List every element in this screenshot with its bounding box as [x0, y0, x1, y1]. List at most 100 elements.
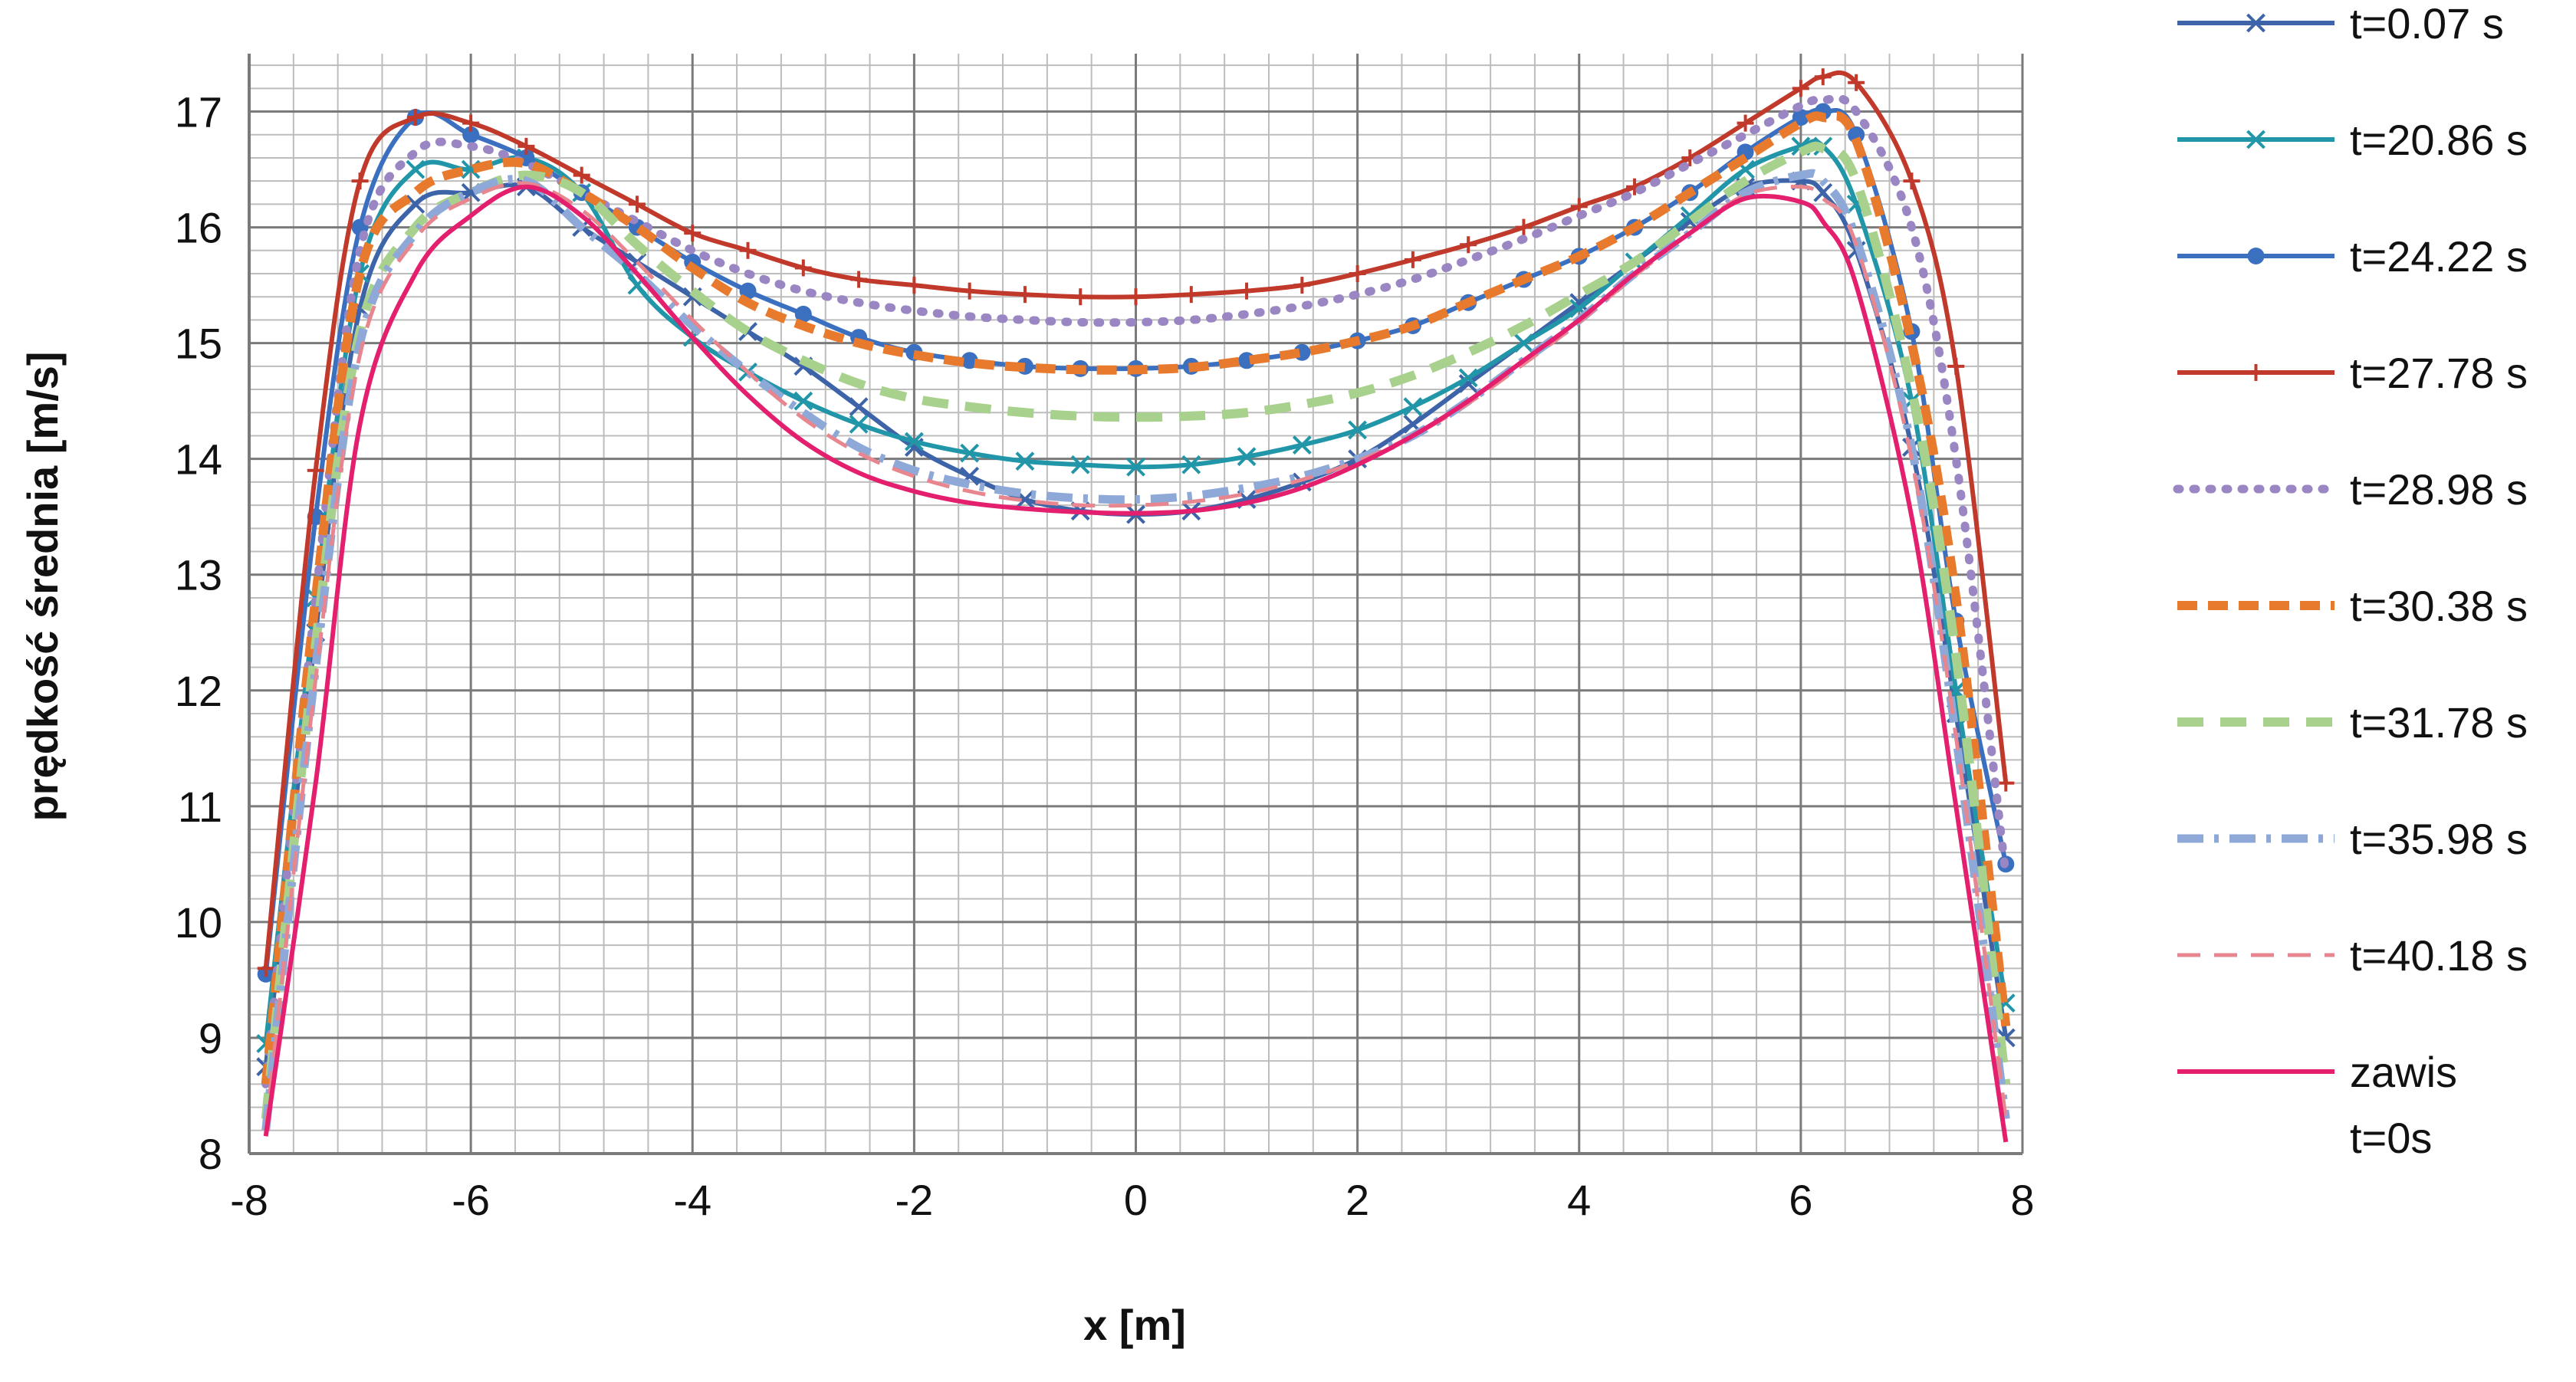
- data-point: [794, 305, 812, 323]
- legend-label: t=31.78 s: [2350, 698, 2528, 747]
- data-point: [849, 414, 869, 434]
- x-tick-label: 0: [1124, 1176, 1148, 1224]
- x-tick-label: -2: [895, 1176, 933, 1224]
- y-tick-label: 13: [175, 551, 222, 599]
- x-tick-labels: -8 -6 -4 -2 0 2 4 6 8: [230, 1176, 2034, 1224]
- legend-label: zawis t=0s: [2350, 1048, 2457, 1162]
- data-point: [1903, 172, 1921, 190]
- y-tick-label: 11: [178, 783, 222, 831]
- y-tick-labels: 8 9 10 11 12 13 14 15 16 17: [175, 88, 222, 1178]
- data-point: [518, 137, 535, 155]
- legend-item: t=20.86 s: [2177, 116, 2528, 164]
- data-point: [307, 461, 324, 479]
- legend-item: t=35.98 s: [2177, 815, 2528, 863]
- data-point: [573, 166, 590, 184]
- series-line: [261, 111, 2011, 1085]
- legend-item: t=27.78 s: [2177, 349, 2528, 397]
- data-point: [961, 352, 978, 369]
- data-point: [1348, 420, 1368, 440]
- data-point: [1015, 451, 1035, 471]
- data-point: [1997, 774, 2015, 792]
- data-point: [1238, 282, 1256, 300]
- x-tick-label: -4: [673, 1176, 711, 1224]
- data-point: [1514, 333, 1533, 353]
- data-point: [1848, 74, 1865, 91]
- data-point: [628, 195, 646, 213]
- data-point: [462, 114, 480, 132]
- legend-item: t=31.78 s: [2177, 698, 2528, 747]
- data-point: [1292, 435, 1312, 455]
- series-line: [261, 141, 2011, 1120]
- x-tick-label: 4: [1567, 1176, 1591, 1224]
- data-point: [684, 225, 702, 242]
- data-point: [1181, 455, 1201, 474]
- legend-label: t=35.98 s: [2350, 815, 2528, 863]
- series-line: [264, 181, 2008, 1131]
- data-point: [1792, 109, 1809, 126]
- data-point: [1182, 286, 1200, 304]
- data-point: [406, 194, 426, 214]
- data-point: [905, 277, 923, 294]
- legend-label: t=0.07 s: [2350, 0, 2504, 48]
- y-tick-label: 10: [175, 898, 222, 947]
- legend-marker: [2247, 248, 2265, 264]
- data-point: [1458, 368, 1478, 388]
- data-point: [406, 159, 426, 179]
- data-point: [1460, 236, 1477, 254]
- data-point: [1127, 288, 1145, 306]
- data-point: [849, 397, 869, 417]
- x-tick-label: -8: [230, 1176, 268, 1224]
- legend-item: t=0.07 s: [2177, 0, 2504, 48]
- series-9: [264, 181, 2008, 1131]
- legend-label: t=40.18 s: [2350, 931, 2528, 980]
- data-point: [794, 259, 812, 277]
- series-5: [261, 94, 2010, 1088]
- plot-frame: [248, 54, 2022, 1155]
- legend-marker: [2246, 13, 2266, 33]
- data-point: [1404, 251, 1421, 268]
- x-tick-label: 6: [1789, 1176, 1812, 1224]
- series-7: [261, 141, 2011, 1120]
- series-line: [261, 94, 2010, 1088]
- data-point: [1293, 277, 1311, 294]
- data-point: [462, 126, 480, 143]
- legend: t=0.07 s t=20.86 s t=24.22 s t=27.78 s t=28.…: [2173, 0, 2528, 1162]
- series-line: [261, 169, 2010, 1131]
- data-point: [1813, 182, 1833, 202]
- data-point: [1458, 374, 1478, 393]
- x-axis-title: x [m]: [1083, 1301, 1186, 1349]
- legend-item: zawis t=0s: [2177, 1048, 2457, 1162]
- x-tick-label: -6: [452, 1176, 490, 1224]
- y-axis-title: prędkość średnia [m/s]: [18, 351, 67, 821]
- y-tick-label: 12: [175, 667, 222, 715]
- data-point: [1237, 447, 1257, 467]
- data-point: [257, 960, 274, 977]
- series-layer: [256, 68, 2016, 1143]
- y-tick-label: 16: [175, 204, 222, 252]
- y-tick-label: 14: [175, 435, 222, 484]
- data-point: [960, 443, 980, 463]
- data-point: [1737, 114, 1754, 132]
- y-tick-label: 8: [199, 1130, 222, 1178]
- y-tick-label: 15: [175, 320, 222, 368]
- series-8: [261, 169, 2010, 1131]
- series-10: [263, 184, 2009, 1143]
- legend-item: t=24.22 s: [2177, 232, 2528, 281]
- legend-label: t=30.38 s: [2350, 582, 2528, 630]
- legend-label: t=20.86 s: [2350, 116, 2528, 164]
- data-point: [850, 271, 868, 288]
- data-point: [351, 172, 369, 190]
- data-point: [1515, 218, 1533, 236]
- data-point: [1126, 457, 1145, 477]
- data-point: [1349, 265, 1366, 282]
- data-point: [904, 432, 924, 451]
- series-4: [257, 68, 2015, 977]
- x-tick-label: 2: [1346, 1176, 1369, 1224]
- data-point: [406, 109, 424, 126]
- data-point: [1947, 357, 1965, 375]
- x-tick-label: 8: [2010, 1176, 2034, 1224]
- data-point: [1569, 293, 1589, 313]
- legend-marker: [2246, 130, 2266, 149]
- data-point: [1016, 286, 1033, 304]
